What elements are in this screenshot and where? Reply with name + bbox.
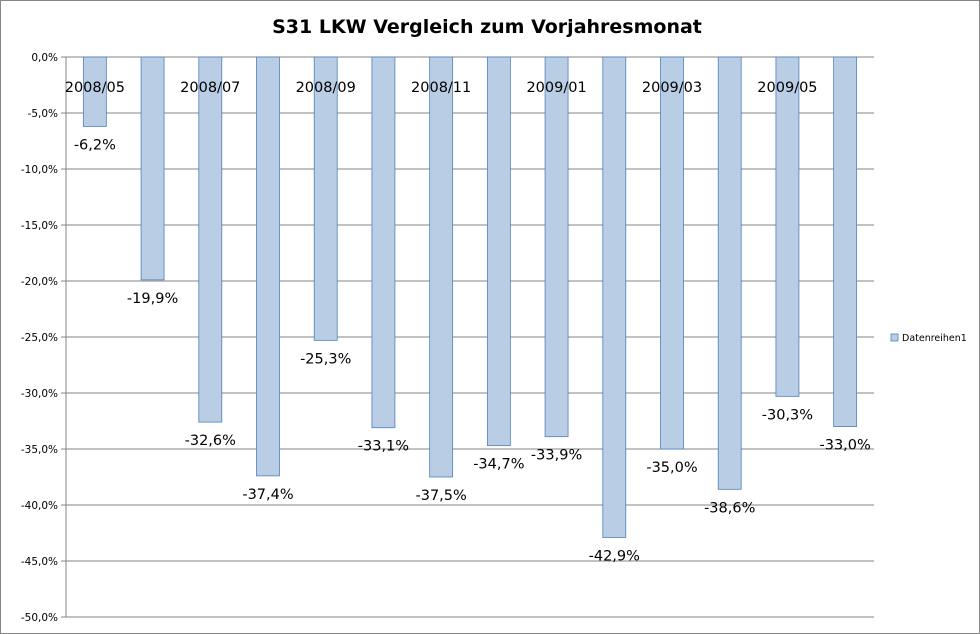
legend-label: Datenreihen1 <box>902 333 967 344</box>
bar <box>833 56 858 428</box>
y-tick-label: -15,0% <box>21 220 58 232</box>
data-label: -25,3% <box>300 351 351 367</box>
y-tick-label: -45,0% <box>21 556 58 568</box>
bar <box>486 56 511 447</box>
category-label: 2008/11 <box>411 80 471 96</box>
data-label: -33,9% <box>531 448 582 464</box>
bar <box>82 56 107 127</box>
category-label: 2009/03 <box>642 80 702 96</box>
bar <box>429 56 454 478</box>
bar <box>775 56 800 397</box>
legend: Datenreihen1 <box>890 333 967 344</box>
bar <box>660 56 684 450</box>
category-label: 2009/01 <box>526 80 586 96</box>
category-label: 2008/09 <box>296 80 356 96</box>
bar <box>371 56 396 429</box>
data-label: -34,7% <box>473 457 524 473</box>
y-tick-label: 0,0% <box>31 52 58 64</box>
data-label: -33,0% <box>819 438 870 454</box>
y-axis-ticks: 0,0% -5,0% -10,0% -15,0% -20,0% -25,0% -30,0% -… <box>21 52 58 624</box>
legend-swatch <box>890 333 899 342</box>
data-label: -6,2% <box>74 137 116 153</box>
data-label: -33,1% <box>358 439 409 455</box>
y-tick-label: -30,0% <box>21 388 58 400</box>
data-label: -37,4% <box>242 487 293 503</box>
category-labels: 2008/05 2008/07 2008/09 2008/11 2009/01 2009/… <box>65 80 818 96</box>
data-labels: -6,2% -19,9% -32,6% -37,4% -25,3% -33,1% -37,5… <box>74 137 871 564</box>
y-tick-label: -25,0% <box>21 332 58 344</box>
data-label: -42,9% <box>589 548 640 564</box>
category-label: 2009/05 <box>757 80 817 96</box>
category-label: 2008/07 <box>180 80 240 96</box>
data-label: -19,9% <box>127 291 178 307</box>
bars <box>82 56 858 538</box>
data-label: -32,6% <box>185 433 236 449</box>
bar <box>717 56 742 490</box>
data-label: -37,5% <box>415 488 466 504</box>
chart-title: S31 LKW Vergleich zum Vorjahresmonat <box>272 16 702 38</box>
category-label: 2008/05 <box>65 80 125 96</box>
data-label: -38,6% <box>704 500 755 516</box>
bar <box>313 56 338 341</box>
y-tick-label: -50,0% <box>21 612 58 624</box>
data-label: -35,0% <box>646 460 697 476</box>
data-label: -30,3% <box>762 407 813 423</box>
y-tick-label: -35,0% <box>21 444 58 456</box>
bar <box>602 56 627 538</box>
bar <box>544 56 569 438</box>
bar <box>140 56 165 281</box>
bar <box>198 56 223 423</box>
y-tick-label: -20,0% <box>21 276 58 288</box>
y-tick-label: -40,0% <box>21 500 58 512</box>
y-tick-label: -5,0% <box>28 108 58 120</box>
bar <box>256 56 280 477</box>
y-tick-label: -10,0% <box>21 164 58 176</box>
gridlines <box>61 56 874 618</box>
